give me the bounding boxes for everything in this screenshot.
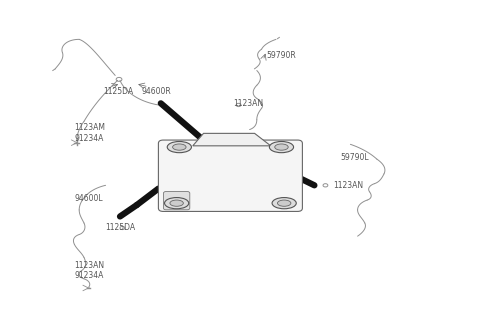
Text: 1123AN: 1123AN [334,181,364,190]
Ellipse shape [275,144,288,150]
Text: 94600R: 94600R [142,87,171,96]
Text: 94600L: 94600L [74,194,103,203]
Text: 1123AN
91234A: 1123AN 91234A [74,261,105,280]
Ellipse shape [173,144,186,150]
Text: 59790R: 59790R [266,51,296,60]
Ellipse shape [165,197,189,209]
Ellipse shape [277,200,291,206]
Ellipse shape [170,200,183,206]
Ellipse shape [272,197,296,209]
Text: 1125DA: 1125DA [106,223,136,233]
Ellipse shape [269,141,294,153]
Polygon shape [193,133,271,146]
FancyBboxPatch shape [164,192,190,210]
Ellipse shape [167,141,192,153]
FancyBboxPatch shape [158,140,302,212]
Text: 1123AN: 1123AN [233,99,263,108]
Text: 1123AM
91234A: 1123AM 91234A [74,123,106,143]
Text: 59790L: 59790L [341,153,370,162]
Text: 1125DA: 1125DA [103,87,133,96]
